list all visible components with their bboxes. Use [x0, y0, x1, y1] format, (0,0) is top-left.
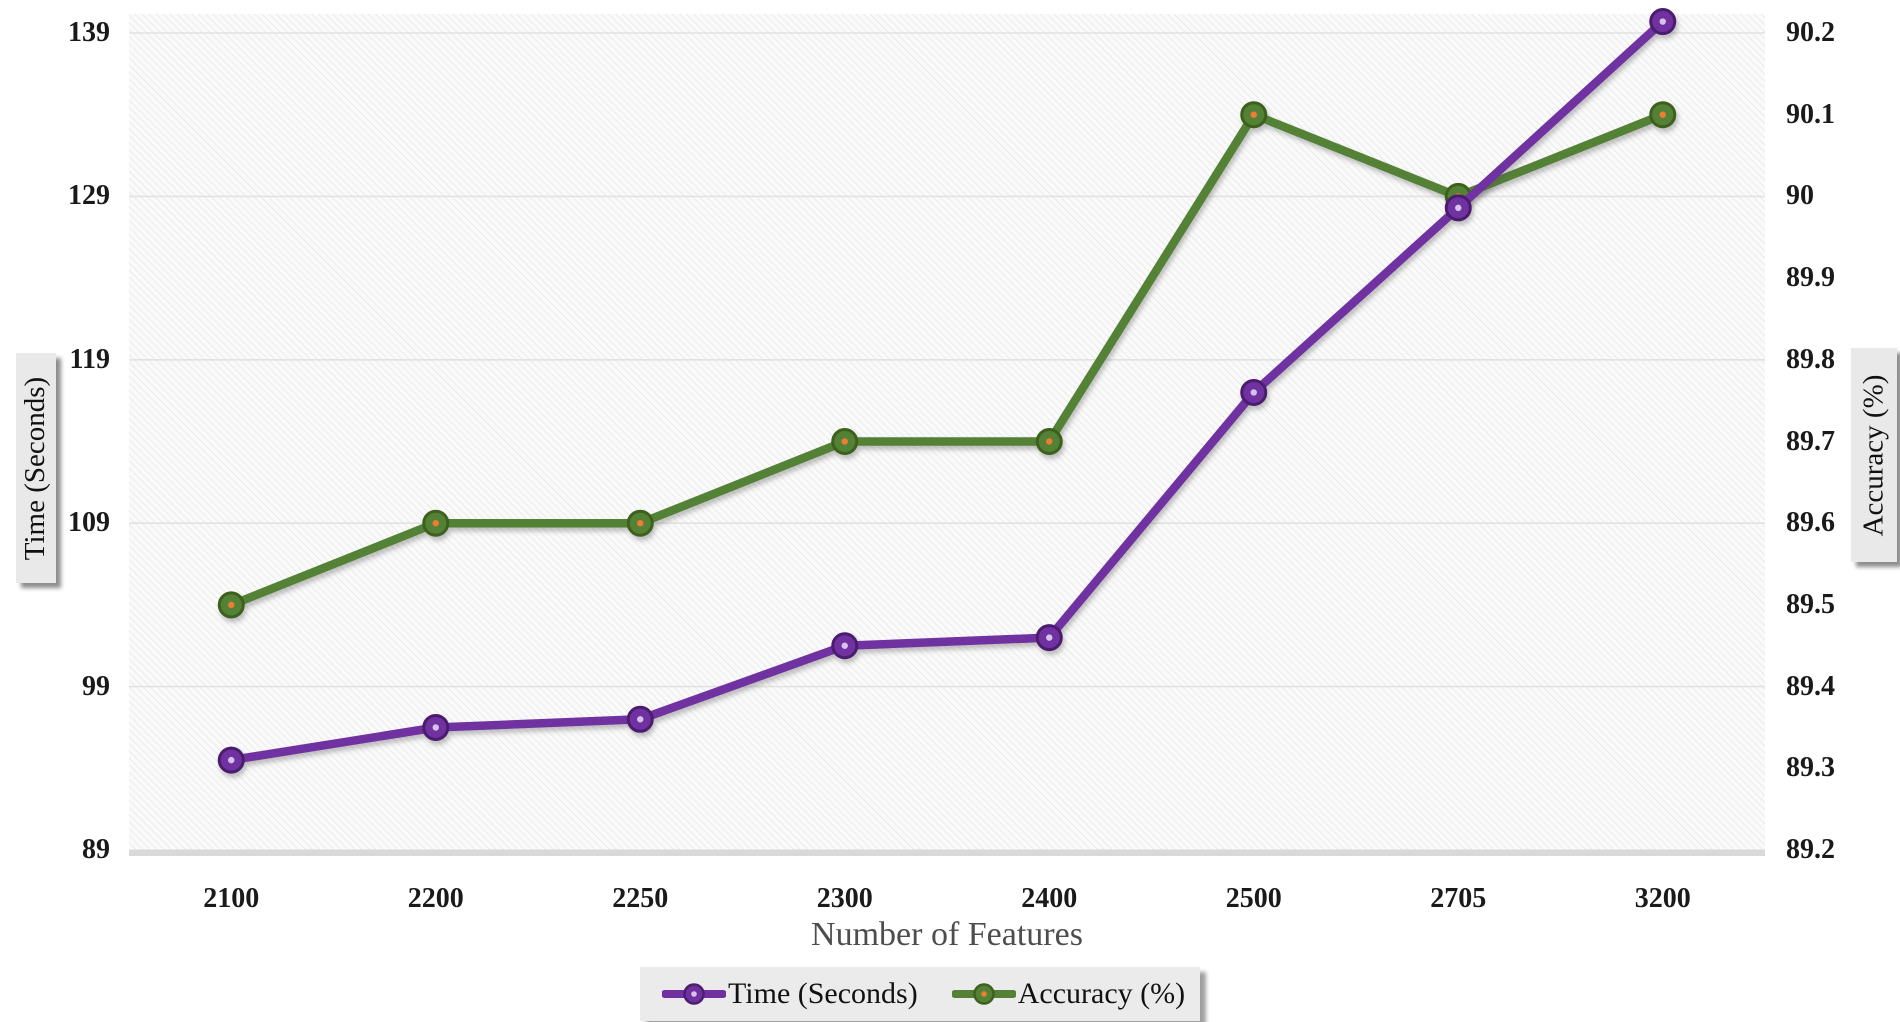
legend-marker-dot — [691, 991, 697, 997]
x-axis-tick-label: 2500 — [1225, 883, 1282, 914]
right-axis-tick-label: 89.6 — [1786, 507, 1835, 539]
left-axis-tick-label: 119 — [69, 343, 110, 375]
data-point-center-dot — [841, 438, 848, 445]
x-axis-tick-label: 2250 — [612, 883, 669, 914]
right-axis-tick-label: 89.9 — [1786, 262, 1835, 294]
data-point-center-dot — [841, 642, 848, 649]
data-point-center-dot — [1046, 634, 1053, 641]
right-axis-tick-label: 89.2 — [1786, 834, 1835, 865]
legend-marker-icon — [951, 983, 1016, 1005]
legend-label: Accuracy (%) — [1017, 977, 1186, 1010]
plot-area — [129, 8, 1765, 856]
data-point-center-dot — [1659, 111, 1666, 118]
legend-marker-icon — [662, 983, 726, 1005]
right-axis-title-box: Accuracy (%) — [1851, 348, 1897, 562]
data-point-center-dot — [228, 601, 235, 609]
x-axis-tick-label: 2300 — [816, 883, 873, 914]
data-point-center-dot — [228, 756, 235, 764]
right-axis-tick-label: 89.3 — [1786, 752, 1835, 784]
data-point-center-dot — [637, 520, 644, 527]
legend-label: Time (Seconds) — [728, 977, 918, 1010]
data-point-center-dot — [432, 724, 439, 731]
left-axis-tick-label: 139 — [68, 17, 110, 48]
data-point-center-dot — [637, 716, 644, 723]
data-point-center-dot — [1250, 389, 1257, 396]
data-point-center-dot — [1250, 111, 1257, 118]
left-axis-tick-label: 99 — [82, 670, 110, 702]
series-line — [227, 17, 1668, 765]
data-point-center-dot — [1659, 18, 1666, 25]
right-axis-tick-label: 89.4 — [1786, 670, 1835, 702]
series-line — [227, 110, 1668, 610]
right-axis-tick-label: 89.7 — [1786, 425, 1835, 457]
legend-item-time: Time (Seconds) — [662, 977, 918, 1011]
legend: Time (Seconds) Accuracy (%) — [640, 967, 1200, 1021]
left-axis-tick-label: 89 — [82, 834, 110, 865]
data-point-center-dot — [432, 520, 439, 527]
series-time — [217, 8, 1677, 774]
right-axis-tick-label: 90 — [1786, 180, 1814, 212]
x-axis-title: Number of Features — [811, 916, 1083, 953]
right-axis-tick-label: 89.8 — [1786, 343, 1835, 375]
data-point-center-dot — [1455, 204, 1462, 212]
x-axis-line — [129, 850, 1765, 856]
right-axis-tick-label: 90.1 — [1786, 98, 1835, 130]
left-axis-title-box: Time (Seconds) — [16, 353, 56, 583]
legend-item-accuracy: Accuracy (%) — [951, 977, 1186, 1011]
left-axis-tick-label: 129 — [68, 180, 110, 212]
x-axis-tick-label: 2200 — [407, 883, 464, 914]
left-axis-tick-label: 109 — [68, 507, 110, 539]
x-axis-tick-label: 2100 — [203, 883, 260, 914]
plot-background-hatch — [129, 14, 1765, 850]
right-axis-tick-label: 90.2 — [1786, 17, 1835, 48]
x-axis-tick-label: 3200 — [1634, 883, 1691, 914]
right-axis-tick-label: 89.5 — [1786, 588, 1835, 620]
x-axis-tick-label: 2705 — [1430, 883, 1487, 914]
legend-marker-dot — [980, 991, 987, 997]
data-point-center-dot — [1046, 438, 1053, 445]
x-axis-tick-label: 2400 — [1021, 883, 1078, 914]
right-axis-title: Accuracy (%) — [1857, 374, 1890, 536]
